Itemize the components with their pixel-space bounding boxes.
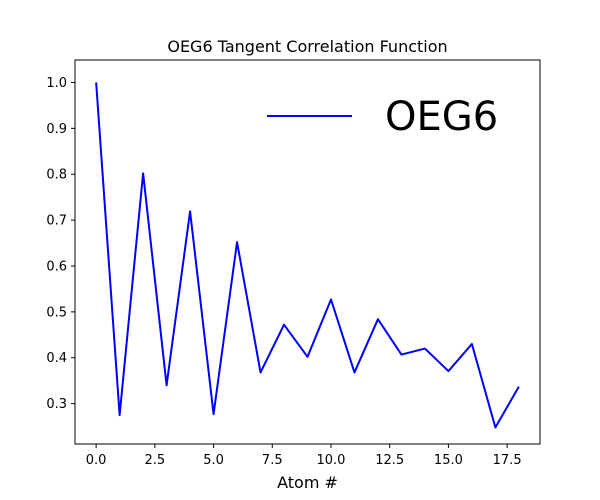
y-tick-label: 0.4 <box>46 351 67 366</box>
x-tick-label: 12.5 <box>375 453 404 468</box>
y-tick-label: 0.6 <box>46 259 67 274</box>
y-tick-label: 0.7 <box>46 214 67 229</box>
x-tick-label: 5.0 <box>203 453 224 468</box>
series-line-oeg6 <box>95 82 520 429</box>
x-tick-label: 2.5 <box>145 453 166 468</box>
x-tick-label: 17.5 <box>493 453 522 468</box>
x-tick-label: 10.0 <box>317 453 346 468</box>
x-tick-label: 0.0 <box>86 453 107 468</box>
x-tick-label: 7.5 <box>262 453 283 468</box>
legend: OEG6 <box>267 94 498 140</box>
x-axis: 0.0 2.5 5.0 7.5 10.0 12.5 15.0 17.5 <box>86 444 522 468</box>
legend-label-oeg6: OEG6 <box>385 94 498 140</box>
y-tick-label: 0.9 <box>46 122 67 137</box>
y-tick-label: 0.5 <box>46 305 67 320</box>
x-tick-label: 15.0 <box>434 453 463 468</box>
y-axis: 0.3 0.4 0.5 0.6 0.7 0.8 0.9 1.0 <box>46 76 75 412</box>
y-tick-label: 1.0 <box>46 76 67 91</box>
plot-area-frame <box>74 59 541 445</box>
series-layer <box>95 82 520 429</box>
y-tick-label: 0.3 <box>46 397 67 412</box>
chart-title: OEG6 Tangent Correlation Function <box>167 37 447 56</box>
y-tick-label: 0.8 <box>46 168 67 183</box>
x-axis-title: Atom # <box>277 473 338 492</box>
